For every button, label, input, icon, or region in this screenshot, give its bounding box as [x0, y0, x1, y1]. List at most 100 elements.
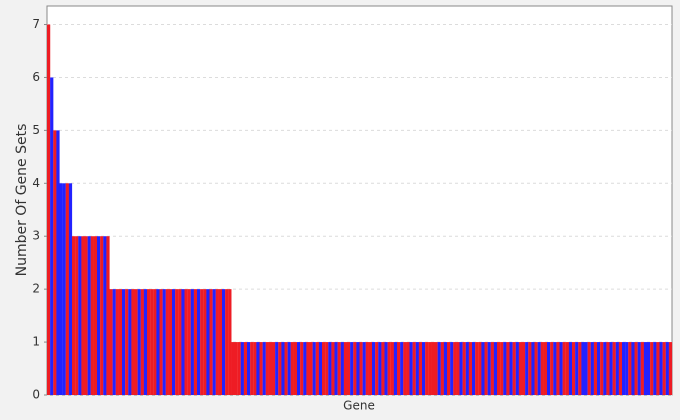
bar	[231, 342, 235, 395]
bar	[459, 342, 463, 395]
bar	[137, 289, 141, 395]
bar	[587, 342, 591, 395]
bar	[350, 342, 354, 395]
bar	[68, 183, 73, 395]
bar	[234, 342, 238, 395]
bar	[450, 342, 454, 395]
bar	[159, 289, 163, 395]
bar	[559, 342, 563, 395]
bar	[662, 342, 666, 395]
bar	[375, 342, 379, 395]
bar	[528, 342, 532, 395]
bar	[543, 342, 548, 395]
bar	[53, 130, 57, 395]
bar	[628, 342, 632, 395]
bar	[643, 342, 648, 395]
bar	[503, 342, 507, 395]
bar	[484, 342, 488, 395]
bar	[87, 236, 91, 395]
bar	[487, 342, 491, 395]
bar	[381, 342, 385, 395]
bar	[75, 236, 79, 395]
bar	[456, 342, 460, 395]
bar	[597, 342, 601, 395]
bar	[593, 342, 598, 395]
bar	[193, 289, 198, 395]
bar	[156, 289, 160, 395]
bar	[650, 342, 654, 395]
bar	[225, 289, 229, 395]
bar	[275, 342, 279, 395]
bar	[447, 342, 451, 395]
bar	[372, 342, 376, 395]
bar	[584, 342, 588, 395]
bar	[425, 342, 429, 395]
bar	[72, 236, 76, 395]
bar	[606, 342, 610, 395]
bar	[256, 342, 260, 395]
bar	[140, 289, 144, 395]
bar	[268, 342, 273, 395]
bar	[625, 342, 629, 395]
bar	[147, 289, 151, 395]
bar	[62, 183, 66, 395]
bar	[434, 342, 438, 395]
bar	[531, 342, 535, 395]
bar	[522, 342, 526, 395]
bar	[665, 342, 669, 395]
y-axis-label: Number Of Gene Sets	[14, 124, 30, 277]
bar	[237, 342, 241, 395]
bar	[150, 289, 154, 395]
bar	[578, 342, 582, 395]
bar	[125, 289, 129, 395]
y-tick-label: 7	[32, 17, 40, 31]
bar	[356, 342, 360, 395]
bar	[90, 236, 94, 395]
bar	[340, 342, 344, 395]
bar	[228, 289, 232, 395]
bar	[634, 342, 638, 395]
bar	[209, 289, 213, 395]
bar	[143, 289, 148, 395]
bar	[553, 342, 557, 395]
bar	[540, 342, 544, 395]
bar	[128, 289, 132, 395]
bar	[443, 342, 448, 395]
bar	[640, 342, 644, 395]
bar	[365, 342, 369, 395]
bar	[97, 236, 101, 395]
bar	[403, 342, 407, 395]
bar	[618, 342, 623, 395]
bar	[134, 289, 138, 395]
bar	[656, 342, 660, 395]
bar	[243, 342, 248, 395]
bar	[240, 342, 244, 395]
bar	[122, 289, 126, 395]
y-tick-label: 6	[32, 70, 40, 84]
bar	[575, 342, 579, 395]
bar	[115, 289, 119, 395]
bar	[515, 342, 519, 395]
bar	[603, 342, 607, 395]
bar	[537, 342, 541, 395]
bar	[178, 289, 182, 395]
bar	[647, 342, 651, 395]
bar	[478, 342, 482, 395]
y-tick-label: 4	[32, 176, 40, 190]
bar	[184, 289, 188, 395]
bar	[431, 342, 435, 395]
bar	[250, 342, 254, 395]
bar	[165, 289, 169, 395]
bar	[278, 342, 282, 395]
bar	[303, 342, 307, 395]
bar	[265, 342, 269, 395]
bar	[162, 289, 166, 395]
bar	[337, 342, 341, 395]
bar	[462, 342, 466, 395]
bar	[247, 342, 251, 395]
bar	[187, 289, 191, 395]
bar	[50, 77, 54, 396]
bar	[550, 342, 554, 395]
bar	[556, 342, 560, 395]
bar	[65, 183, 69, 395]
